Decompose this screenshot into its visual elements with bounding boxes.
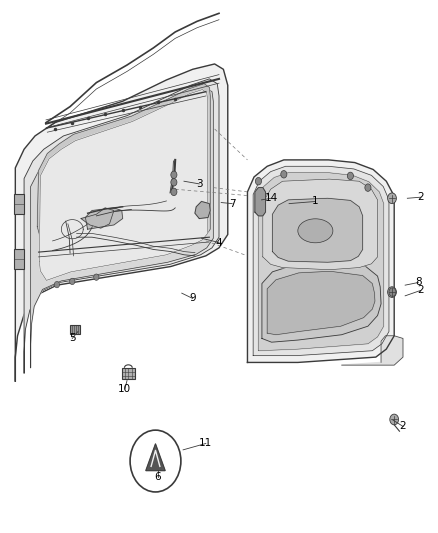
Circle shape: [171, 188, 177, 196]
Circle shape: [281, 171, 287, 178]
Polygon shape: [31, 88, 213, 368]
Polygon shape: [15, 64, 228, 381]
Polygon shape: [267, 271, 375, 335]
Text: 2: 2: [417, 286, 424, 295]
Polygon shape: [255, 188, 265, 216]
Ellipse shape: [298, 219, 333, 243]
Text: 4: 4: [215, 238, 223, 247]
Text: 1: 1: [312, 197, 319, 206]
Text: 8: 8: [415, 278, 422, 287]
Text: 6: 6: [154, 472, 161, 481]
Polygon shape: [263, 179, 378, 270]
Text: 9: 9: [189, 294, 196, 303]
Polygon shape: [272, 198, 363, 262]
Bar: [14, 249, 24, 269]
Text: 7: 7: [229, 199, 236, 208]
Circle shape: [389, 288, 396, 296]
Polygon shape: [146, 444, 165, 471]
Text: 2: 2: [399, 422, 406, 431]
Circle shape: [347, 172, 353, 180]
Polygon shape: [39, 90, 208, 280]
Polygon shape: [253, 166, 389, 356]
Text: 11: 11: [199, 439, 212, 448]
Polygon shape: [81, 208, 114, 228]
Bar: [14, 194, 24, 214]
Circle shape: [94, 274, 99, 280]
Circle shape: [255, 177, 261, 185]
Circle shape: [388, 287, 396, 297]
Circle shape: [54, 281, 60, 288]
Bar: [122, 368, 135, 379]
Circle shape: [70, 278, 75, 285]
Text: 5: 5: [69, 334, 76, 343]
Polygon shape: [258, 173, 384, 351]
Circle shape: [365, 184, 371, 191]
Polygon shape: [24, 79, 219, 373]
Text: 10: 10: [118, 384, 131, 394]
Polygon shape: [195, 201, 210, 219]
Polygon shape: [37, 84, 210, 277]
Circle shape: [171, 179, 177, 186]
Polygon shape: [247, 160, 394, 362]
Text: 14: 14: [265, 193, 278, 203]
FancyBboxPatch shape: [70, 325, 80, 334]
Circle shape: [390, 414, 399, 425]
Circle shape: [171, 171, 177, 179]
Text: 2: 2: [417, 192, 424, 202]
Text: 3: 3: [196, 179, 203, 189]
Circle shape: [388, 193, 396, 204]
Polygon shape: [262, 262, 381, 342]
Polygon shape: [85, 208, 123, 229]
Polygon shape: [342, 336, 403, 365]
